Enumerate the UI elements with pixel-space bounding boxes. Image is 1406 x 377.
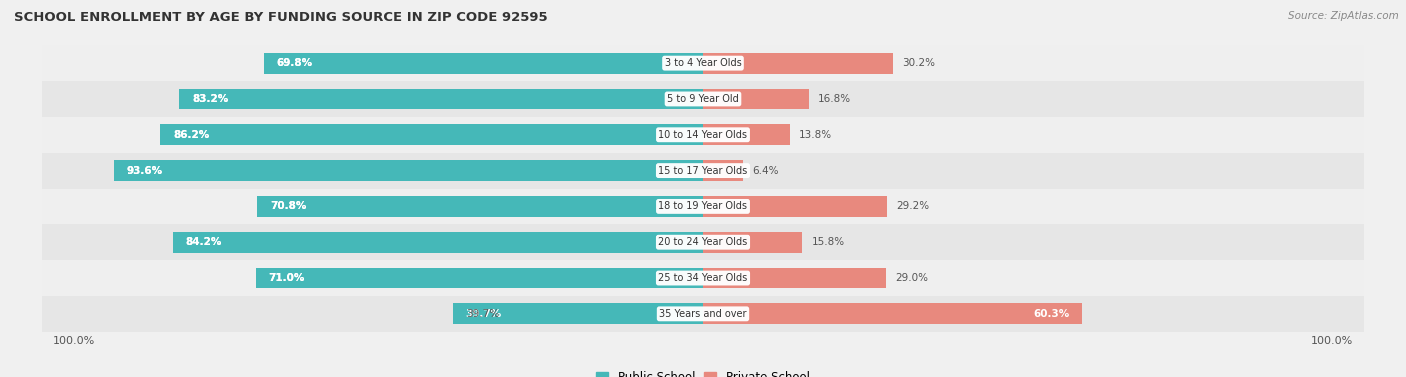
Text: 86.2%: 86.2% bbox=[173, 130, 209, 140]
Bar bbox=[703, 53, 893, 74]
Text: 39.7%: 39.7% bbox=[465, 309, 499, 319]
Text: 20 to 24 Year Olds: 20 to 24 Year Olds bbox=[658, 237, 748, 247]
Text: SCHOOL ENROLLMENT BY AGE BY FUNDING SOURCE IN ZIP CODE 92595: SCHOOL ENROLLMENT BY AGE BY FUNDING SOUR… bbox=[14, 11, 548, 24]
Bar bbox=[173, 232, 703, 253]
Text: 71.0%: 71.0% bbox=[269, 273, 305, 283]
Text: 83.2%: 83.2% bbox=[193, 94, 228, 104]
Text: Source: ZipAtlas.com: Source: ZipAtlas.com bbox=[1288, 11, 1399, 21]
Text: 10 to 14 Year Olds: 10 to 14 Year Olds bbox=[658, 130, 748, 140]
Text: 30.2%: 30.2% bbox=[903, 58, 935, 68]
Text: 15.8%: 15.8% bbox=[811, 237, 845, 247]
Bar bbox=[42, 153, 1364, 188]
Text: 71.0%: 71.0% bbox=[269, 273, 305, 283]
Text: 70.8%: 70.8% bbox=[270, 201, 307, 211]
Text: 16.8%: 16.8% bbox=[818, 94, 851, 104]
Bar bbox=[453, 303, 703, 324]
Bar bbox=[703, 232, 803, 253]
Text: 84.2%: 84.2% bbox=[186, 237, 222, 247]
Bar bbox=[160, 124, 703, 145]
Bar bbox=[264, 53, 703, 74]
Bar bbox=[703, 268, 886, 288]
Bar bbox=[42, 188, 1364, 224]
Text: 13.8%: 13.8% bbox=[799, 130, 832, 140]
Text: 93.6%: 93.6% bbox=[127, 166, 163, 176]
Text: 69.8%: 69.8% bbox=[277, 58, 312, 68]
Text: 18 to 19 Year Olds: 18 to 19 Year Olds bbox=[658, 201, 748, 211]
Bar bbox=[703, 196, 887, 217]
Text: 6.4%: 6.4% bbox=[752, 166, 779, 176]
Text: 35 Years and over: 35 Years and over bbox=[659, 309, 747, 319]
Bar bbox=[257, 196, 703, 217]
Text: 39.7%: 39.7% bbox=[465, 309, 502, 319]
Text: 3 to 4 Year Olds: 3 to 4 Year Olds bbox=[665, 58, 741, 68]
Bar bbox=[703, 303, 1083, 324]
Bar bbox=[180, 89, 703, 109]
Text: 25 to 34 Year Olds: 25 to 34 Year Olds bbox=[658, 273, 748, 283]
Text: 70.8%: 70.8% bbox=[270, 201, 307, 211]
Bar bbox=[703, 160, 744, 181]
Text: 15 to 17 Year Olds: 15 to 17 Year Olds bbox=[658, 166, 748, 176]
Text: 5 to 9 Year Old: 5 to 9 Year Old bbox=[666, 94, 740, 104]
Text: 60.3%: 60.3% bbox=[1033, 309, 1070, 319]
Text: 84.2%: 84.2% bbox=[186, 237, 222, 247]
Bar bbox=[42, 81, 1364, 117]
Bar bbox=[703, 124, 790, 145]
Bar bbox=[42, 45, 1364, 81]
Text: 83.2%: 83.2% bbox=[193, 94, 228, 104]
Text: 29.0%: 29.0% bbox=[896, 273, 928, 283]
Legend: Public School, Private School: Public School, Private School bbox=[592, 366, 814, 377]
Bar bbox=[42, 260, 1364, 296]
Bar bbox=[256, 268, 703, 288]
Bar bbox=[703, 89, 808, 109]
Bar bbox=[42, 117, 1364, 153]
Bar bbox=[42, 224, 1364, 260]
Text: 69.8%: 69.8% bbox=[277, 58, 312, 68]
Text: 86.2%: 86.2% bbox=[173, 130, 209, 140]
Text: 29.2%: 29.2% bbox=[896, 201, 929, 211]
Bar bbox=[42, 296, 1364, 332]
Bar bbox=[114, 160, 703, 181]
Text: 93.6%: 93.6% bbox=[127, 166, 163, 176]
